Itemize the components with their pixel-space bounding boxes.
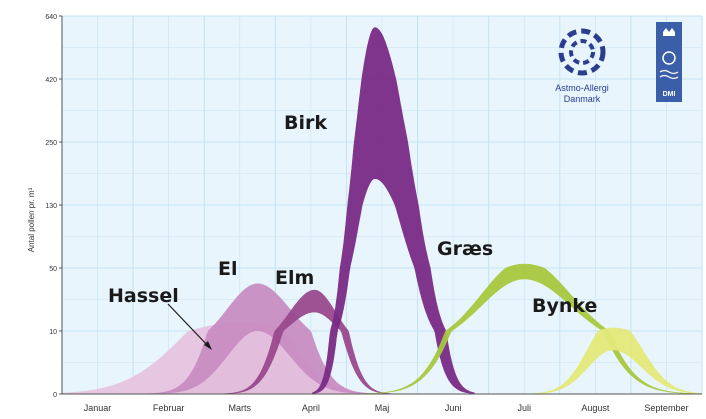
series-layer — [61, 27, 703, 395]
x-tick-label: August — [581, 403, 610, 413]
y-tick-label: 10 — [49, 329, 57, 336]
y-tick-label: 250 — [45, 140, 57, 147]
crown-icon — [663, 28, 675, 36]
x-tick-label: Februar — [153, 403, 185, 413]
label-birk: Birk — [284, 112, 327, 134]
hassel-pointer-arrowhead — [204, 341, 212, 350]
grid — [61, 15, 703, 395]
label-bynke: Bynke — [532, 295, 597, 317]
label-hassel: Hassel — [108, 285, 179, 307]
x-tick-label: April — [302, 403, 320, 413]
y-tick-label: 130 — [45, 203, 57, 210]
dmi-text: DMI — [663, 91, 676, 98]
astma-logo-line2: Danmark — [564, 94, 601, 104]
x-tick-label: Marts — [229, 403, 252, 413]
label-graes: Græs — [437, 238, 493, 260]
x-tick-label: Juni — [445, 403, 462, 413]
dmi-logo: DMI — [656, 22, 682, 102]
astma-allergi-logo: Astmo-Allergi Danmark — [555, 28, 609, 104]
x-tick-label: Juli — [517, 403, 531, 413]
series-inner-el — [138, 331, 386, 394]
y-tick-label: 640 — [45, 14, 57, 21]
x-tick-label: Januar — [84, 403, 112, 413]
x-ticks: Januar Februar Marts April Maj Juni Juli August… — [84, 403, 689, 413]
y-tick-label: 0 — [53, 392, 57, 399]
x-tick-label: Maj — [375, 403, 390, 413]
hassel-pointer — [167, 303, 211, 349]
x-tick-label: September — [644, 403, 688, 413]
y-tick-label: 420 — [45, 77, 57, 84]
label-el: El — [218, 258, 238, 280]
y-axis-label: Antal pollen pr. m³ — [27, 187, 36, 252]
sun-icon — [662, 51, 676, 65]
astma-allergi-logo-icon — [558, 28, 606, 76]
y-tick-label: 50 — [49, 266, 57, 273]
astma-logo-line1: Astmo-Allergi — [555, 83, 609, 93]
label-elm: Elm — [275, 267, 314, 289]
y-ticks: 0 10 50 130 250 420 640 — [45, 14, 62, 399]
wave-icon — [659, 69, 679, 80]
